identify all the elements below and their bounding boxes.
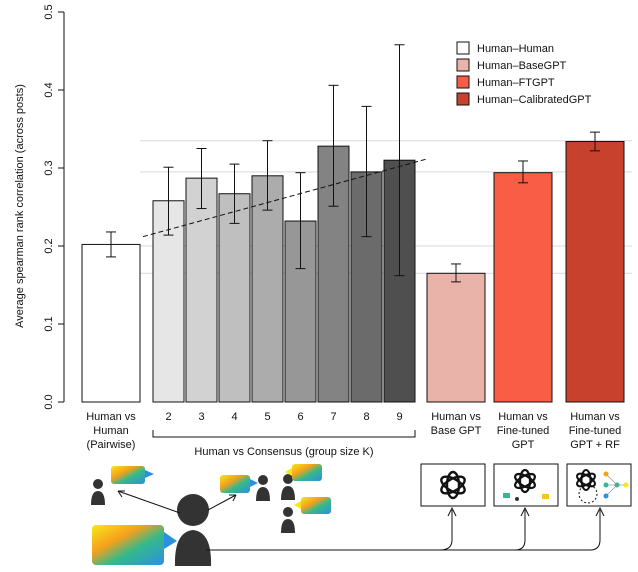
- legend: Human–Human Human–BaseGPT Human–FTGPT Human…: [456, 41, 592, 106]
- error-bar: [394, 44, 405, 277]
- x-tick-label: 5: [264, 411, 270, 423]
- error-bar: [262, 140, 273, 211]
- x-tick-label: 7: [330, 411, 336, 423]
- speech-bubble-icon: [220, 475, 258, 493]
- group-label: Human: [93, 425, 128, 437]
- group-label: GPT + RF: [570, 439, 620, 451]
- person-icon: [281, 474, 295, 500]
- bar: [218, 193, 251, 403]
- y-tick-label: 0.1: [43, 316, 55, 331]
- x-axis-labels: 2 3 4 5 6 7 8 9 Human vs Human (Pairwise) Human vs B…: [86, 411, 621, 458]
- y-tick-label: 0.2: [43, 238, 55, 253]
- group-label: Human vs: [431, 411, 481, 423]
- group-label: (Pairwise): [87, 439, 136, 451]
- consensus-bracket: [152, 430, 416, 438]
- y-tick-label: 0.3: [43, 160, 55, 175]
- bar: [565, 140, 625, 403]
- person-icon: [91, 479, 105, 505]
- bar: [185, 177, 218, 403]
- y-axis-label: Average spearman rank correlation (acros…: [14, 84, 26, 328]
- bar: [493, 172, 553, 403]
- legend-label: Human–Human: [477, 43, 554, 55]
- error-bar: [361, 105, 372, 238]
- group-label: Human vs: [498, 411, 548, 423]
- consensus-label: Human vs Consensus (group size K): [194, 446, 373, 458]
- legend-swatch: [456, 41, 470, 55]
- legend-label: Human–FTGPT: [477, 77, 555, 89]
- person-icon: [281, 507, 295, 533]
- y-axis: 0.0 0.1 0.2 0.3 0.4 0.5: [43, 4, 65, 410]
- x-tick-label: 4: [231, 411, 237, 423]
- x-tick-label: 9: [396, 411, 402, 423]
- bar: [426, 272, 486, 403]
- error-bar: [163, 166, 174, 236]
- arrow-icon: [117, 490, 605, 551]
- error-bar: [451, 263, 461, 283]
- group-label: Human vs: [570, 411, 620, 423]
- x-tick-label: 3: [198, 411, 204, 423]
- person-icon: [256, 475, 270, 501]
- error-bar: [518, 160, 528, 184]
- bars: [81, 140, 625, 403]
- group-label: Human vs: [86, 411, 136, 423]
- group-label: GPT: [512, 439, 535, 451]
- y-tick-label: 0.0: [43, 394, 55, 409]
- speech-bubble-icon: [92, 525, 177, 565]
- speech-bubble-icon: [294, 497, 331, 514]
- legend-label: Human–CalibratedGPT: [477, 94, 592, 106]
- error-bar: [229, 163, 240, 224]
- x-tick-label: 6: [297, 411, 303, 423]
- legend-label: Human–BaseGPT: [477, 60, 567, 72]
- illustration: [91, 463, 632, 566]
- person-icon: [174, 494, 212, 566]
- group-label: Fine-tuned: [569, 425, 622, 437]
- error-bar: [295, 172, 306, 270]
- bar: [251, 175, 284, 403]
- x-tick-label: 8: [363, 411, 369, 423]
- legend-swatch: [456, 92, 470, 106]
- error-bar: [328, 84, 339, 207]
- group-label: Fine-tuned: [497, 425, 550, 437]
- legend-swatch: [456, 75, 470, 89]
- group-label: Base GPT: [431, 425, 482, 437]
- error-bar: [196, 148, 207, 210]
- error-bars: [106, 44, 600, 283]
- gpt-finetuned-icon: [493, 463, 559, 507]
- x-tick-label: 2: [165, 411, 171, 423]
- y-tick-label: 0.4: [43, 82, 55, 97]
- speech-bubble-icon: [285, 464, 322, 481]
- gpt-logo-icon: [420, 463, 486, 507]
- speech-bubble-icon: [111, 466, 154, 484]
- bar: [81, 243, 141, 403]
- y-tick-label: 0.5: [43, 4, 55, 19]
- gpt-reward-model-icon: [566, 463, 632, 507]
- legend-swatch: [456, 58, 470, 72]
- error-bar: [590, 131, 600, 152]
- trend-line: [142, 158, 429, 238]
- error-bar: [106, 231, 116, 258]
